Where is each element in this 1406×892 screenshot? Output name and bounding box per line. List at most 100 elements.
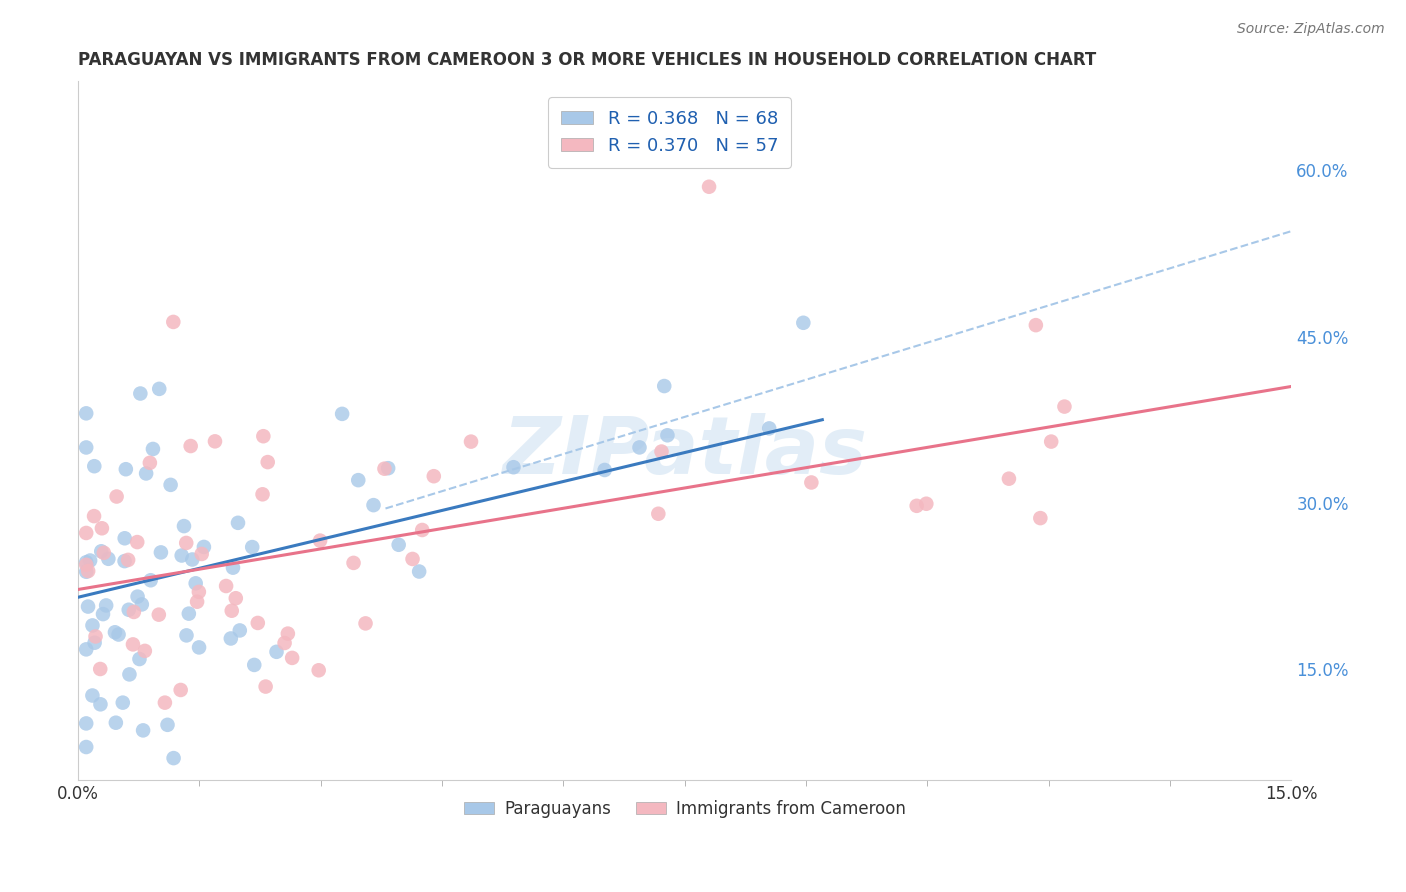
Point	[89, 662, 111, 676]
Point	[308, 663, 330, 677]
Point	[254, 680, 277, 694]
Point	[792, 316, 814, 330]
Point	[118, 667, 141, 681]
Point	[97, 551, 120, 566]
Point	[159, 478, 181, 492]
Point	[460, 434, 482, 449]
Point	[75, 406, 97, 420]
Point	[162, 751, 184, 765]
Point	[134, 644, 156, 658]
Point	[1040, 434, 1063, 449]
Point	[129, 386, 152, 401]
Point	[128, 652, 150, 666]
Point	[127, 590, 149, 604]
Point	[90, 544, 112, 558]
Point	[181, 552, 204, 566]
Point	[114, 531, 136, 545]
Point	[180, 439, 202, 453]
Point	[131, 598, 153, 612]
Point	[79, 553, 101, 567]
Point	[252, 487, 274, 501]
Point	[82, 618, 104, 632]
Point	[652, 379, 675, 393]
Point	[135, 467, 157, 481]
Point	[75, 565, 97, 579]
Point	[83, 509, 105, 524]
Point	[697, 179, 720, 194]
Point	[281, 651, 304, 665]
Point	[77, 564, 100, 578]
Point	[252, 429, 274, 443]
Point	[148, 607, 170, 622]
Point	[273, 636, 295, 650]
Point	[96, 599, 118, 613]
Point	[657, 428, 679, 442]
Point	[114, 554, 136, 568]
Point	[905, 499, 928, 513]
Point	[122, 605, 145, 619]
Point	[219, 632, 242, 646]
Point	[502, 460, 524, 475]
Point	[628, 441, 651, 455]
Point	[408, 565, 430, 579]
Point	[187, 585, 209, 599]
Point	[800, 475, 823, 490]
Point	[347, 473, 370, 487]
Point	[107, 627, 129, 641]
Point	[162, 315, 184, 329]
Point	[277, 626, 299, 640]
Point	[1025, 318, 1047, 333]
Point	[266, 645, 288, 659]
Point	[215, 579, 238, 593]
Point	[188, 640, 211, 655]
Point	[142, 442, 165, 456]
Point	[93, 546, 115, 560]
Text: Source: ZipAtlas.com: Source: ZipAtlas.com	[1237, 22, 1385, 37]
Point	[104, 625, 127, 640]
Text: PARAGUAYAN VS IMMIGRANTS FROM CAMEROON 3 OR MORE VEHICLES IN HOUSEHOLD CORRELATI: PARAGUAYAN VS IMMIGRANTS FROM CAMEROON 3…	[79, 51, 1097, 69]
Point	[647, 507, 669, 521]
Point	[758, 421, 780, 435]
Point	[176, 628, 198, 642]
Point	[122, 637, 145, 651]
Point	[89, 698, 111, 712]
Point	[105, 490, 128, 504]
Point	[83, 459, 105, 474]
Point	[377, 461, 399, 475]
Point	[423, 469, 446, 483]
Point	[998, 472, 1021, 486]
Point	[153, 696, 176, 710]
Point	[139, 456, 162, 470]
Point	[75, 642, 97, 657]
Point	[75, 526, 97, 541]
Point	[401, 552, 423, 566]
Point	[342, 556, 364, 570]
Point	[1029, 511, 1052, 525]
Point	[256, 455, 278, 469]
Point	[373, 461, 395, 475]
Point	[111, 696, 134, 710]
Point	[139, 574, 162, 588]
Point	[186, 595, 208, 609]
Point	[173, 519, 195, 533]
Point	[91, 607, 114, 621]
Point	[170, 549, 193, 563]
Point	[650, 444, 672, 458]
Point	[593, 463, 616, 477]
Point	[75, 716, 97, 731]
Point	[246, 615, 269, 630]
Point	[226, 516, 249, 530]
Point	[411, 523, 433, 537]
Point	[915, 497, 938, 511]
Point	[193, 540, 215, 554]
Point	[75, 558, 97, 572]
Point	[222, 560, 245, 574]
Point	[75, 441, 97, 455]
Point	[83, 636, 105, 650]
Point	[127, 535, 149, 549]
Point	[75, 555, 97, 569]
Point	[104, 715, 127, 730]
Point	[84, 630, 107, 644]
Point	[354, 616, 377, 631]
Point	[156, 718, 179, 732]
